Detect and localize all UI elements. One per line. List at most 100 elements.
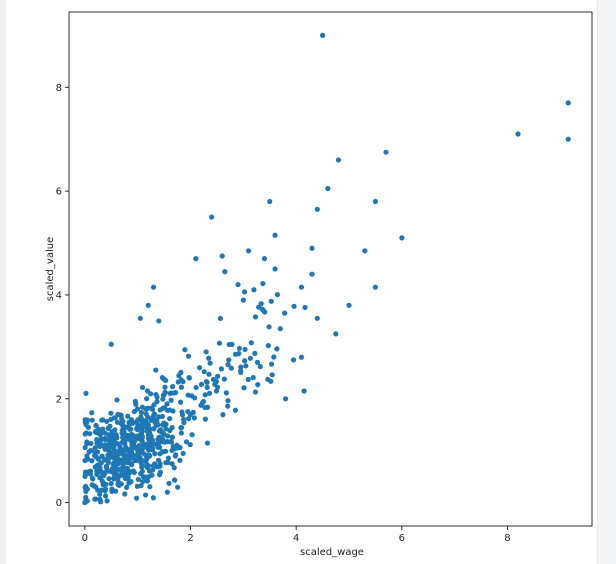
data-point — [138, 409, 145, 416]
data-point — [160, 396, 166, 402]
data-point — [269, 372, 275, 378]
data-point — [171, 465, 177, 471]
data-point — [185, 353, 192, 359]
data-point — [84, 486, 90, 492]
data-point — [84, 417, 91, 423]
data-point — [302, 304, 308, 311]
data-point — [102, 442, 108, 448]
data-point — [94, 430, 100, 436]
data-point — [166, 480, 172, 486]
data-point — [163, 426, 169, 432]
data-point — [298, 284, 305, 290]
data-point — [202, 392, 208, 398]
data-point — [298, 354, 305, 360]
data-point — [225, 398, 231, 404]
data-point — [362, 248, 368, 254]
data-point — [98, 441, 104, 447]
data-point — [254, 359, 261, 366]
data-point — [97, 491, 103, 497]
data-point — [154, 398, 160, 405]
data-points — [82, 32, 571, 506]
data-point — [118, 466, 124, 472]
data-point — [139, 447, 145, 453]
data-point — [104, 498, 110, 504]
data-point — [142, 492, 149, 498]
data-point — [143, 458, 149, 464]
data-point — [119, 416, 125, 422]
data-point — [248, 340, 254, 346]
data-point — [159, 449, 166, 455]
data-point — [170, 383, 176, 390]
data-point — [193, 384, 199, 391]
data-point — [241, 385, 247, 391]
data-point — [216, 340, 223, 346]
data-point — [83, 497, 89, 503]
data-point — [180, 379, 186, 385]
data-point — [126, 470, 132, 476]
data-point — [123, 432, 129, 438]
data-point — [140, 478, 146, 485]
data-point — [148, 391, 154, 397]
data-point — [111, 415, 118, 421]
data-point — [143, 418, 149, 424]
data-point — [225, 403, 231, 409]
data-point — [245, 376, 251, 383]
data-point — [252, 389, 259, 395]
data-point — [114, 441, 120, 447]
data-point — [240, 297, 246, 303]
data-point — [144, 478, 151, 484]
data-point — [228, 365, 234, 371]
data-point — [204, 384, 210, 390]
data-point — [151, 412, 157, 418]
data-point — [106, 448, 112, 454]
data-point — [124, 484, 130, 491]
data-point — [207, 360, 213, 366]
data-point — [181, 416, 187, 422]
data-point — [399, 235, 405, 241]
data-point — [250, 375, 256, 381]
data-point — [125, 424, 131, 430]
data-point — [241, 289, 248, 295]
x-tick-label: 0 — [82, 533, 88, 544]
data-point — [175, 379, 181, 385]
data-point — [132, 437, 138, 443]
data-point — [138, 482, 144, 489]
data-point — [137, 315, 143, 321]
data-point — [102, 493, 109, 499]
data-point — [242, 358, 248, 364]
data-point — [154, 418, 160, 424]
data-point — [130, 468, 136, 474]
data-point — [325, 185, 331, 192]
x-axis-ticks: 0 2 4 6 8 — [82, 526, 511, 544]
data-point — [165, 459, 171, 466]
data-point — [201, 369, 207, 375]
data-point — [145, 447, 152, 453]
data-point — [146, 452, 152, 458]
data-point — [179, 409, 185, 415]
data-point — [172, 477, 178, 483]
data-point — [277, 326, 283, 332]
data-point — [242, 346, 248, 353]
data-point — [99, 487, 105, 493]
scrollbar-track[interactable] — [597, 0, 616, 564]
data-point — [108, 480, 114, 487]
data-point — [105, 459, 112, 465]
data-point — [187, 412, 193, 418]
data-point — [333, 331, 339, 337]
data-point — [175, 484, 181, 490]
data-point — [156, 414, 162, 420]
data-point — [164, 401, 170, 407]
data-point — [223, 390, 229, 396]
data-point — [111, 444, 117, 450]
data-point — [133, 401, 139, 407]
data-point — [109, 429, 115, 435]
data-point — [121, 447, 127, 453]
data-point — [252, 350, 258, 356]
data-point — [282, 310, 288, 316]
data-point — [150, 463, 156, 469]
data-point — [174, 445, 180, 451]
data-point — [235, 281, 241, 288]
data-point — [154, 394, 160, 400]
x-tick-label: 6 — [399, 533, 405, 544]
data-point — [160, 405, 166, 411]
